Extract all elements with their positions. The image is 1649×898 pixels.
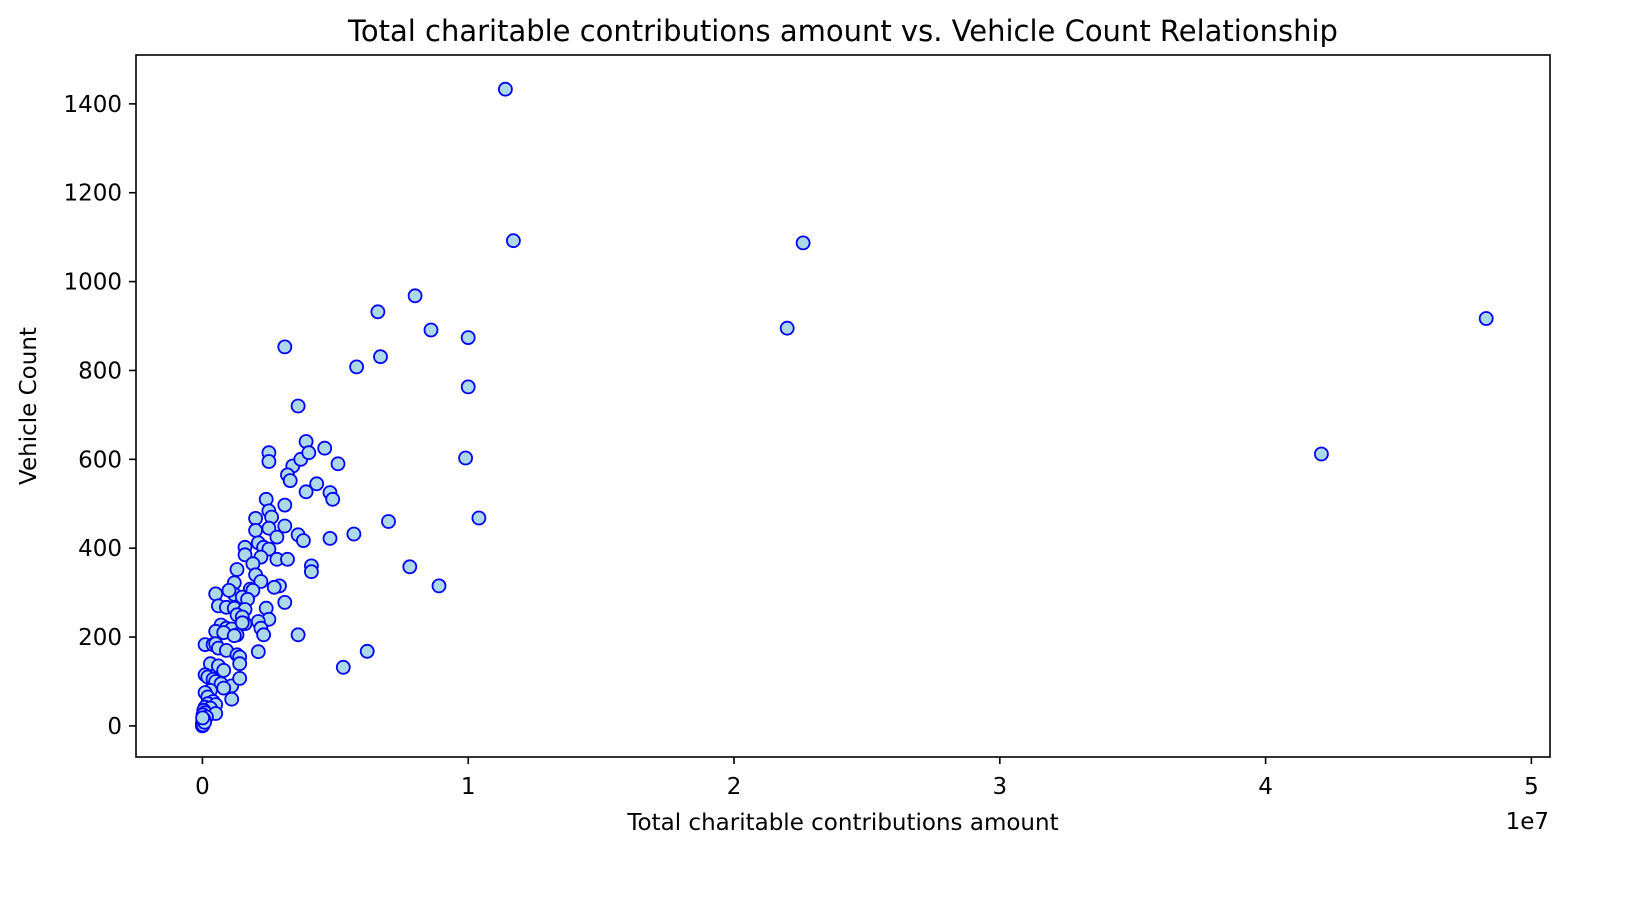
y-tick-label: 0: [107, 714, 122, 740]
data-point: [1314, 446, 1329, 462]
data-point: [277, 595, 293, 610]
data-point: [277, 339, 293, 355]
y-tick-label: 1000: [63, 270, 122, 296]
y-axis: 0 200 400 600 800 1000 1200 1400: [63, 92, 136, 740]
x-tick-label: 4: [1258, 774, 1273, 800]
data-point: [195, 710, 211, 726]
x-axis-label: Total charitable contributions amount: [626, 810, 1058, 836]
y-tick-label: 200: [78, 625, 122, 651]
data-point: [322, 531, 338, 546]
data-point: [298, 484, 314, 500]
data-point: [290, 627, 306, 643]
data-point: [248, 523, 264, 538]
data-point: [506, 233, 521, 249]
data-point: [431, 578, 447, 594]
data-point: [497, 81, 513, 97]
data-point: [335, 659, 351, 675]
data-point: [779, 320, 795, 336]
data-point: [471, 510, 487, 526]
data-point: [458, 450, 474, 466]
points-layer: [194, 81, 1494, 734]
data-point: [460, 330, 476, 346]
data-point: [309, 476, 325, 492]
data-point: [460, 379, 476, 395]
data-point: [234, 615, 250, 631]
y-axis-label: Vehicle Count: [16, 327, 42, 485]
x-tick-label: 2: [727, 774, 742, 800]
data-point: [370, 304, 386, 320]
data-point: [407, 288, 423, 304]
data-point: [295, 533, 311, 548]
data-point: [229, 562, 245, 577]
y-tick-label: 600: [78, 447, 122, 473]
x-tick-label: 5: [1524, 774, 1539, 800]
data-point: [232, 671, 248, 686]
data-point: [381, 514, 396, 529]
data-point: [402, 559, 418, 575]
data-point: [346, 526, 362, 542]
data-point: [373, 349, 388, 365]
data-point: [282, 473, 298, 489]
data-point: [208, 586, 224, 602]
data-point: [277, 497, 293, 513]
data-point: [221, 583, 237, 598]
data-point: [216, 680, 232, 696]
plot-frame: [135, 54, 1551, 758]
x-tick-label: 1: [461, 774, 476, 800]
x-axis-offset-label: 1e7: [1506, 809, 1549, 835]
data-point: [330, 456, 346, 472]
data-point: [269, 529, 285, 545]
chart-title: Total charitable contributions amount vs…: [347, 14, 1338, 48]
data-point: [1478, 311, 1494, 326]
y-tick-label: 800: [78, 358, 122, 384]
data-point: [290, 398, 306, 414]
data-point: [261, 454, 277, 469]
data-point: [250, 644, 266, 660]
data-point: [795, 235, 811, 251]
data-point: [325, 491, 341, 507]
data-point: [359, 643, 375, 659]
data-point: [266, 579, 282, 595]
data-point: [226, 628, 242, 644]
y-tick-label: 1400: [63, 92, 122, 118]
data-point: [349, 359, 365, 375]
data-point: [232, 656, 248, 672]
data-point: [224, 691, 240, 707]
x-axis: 0 1 2 3 4 5: [195, 757, 1539, 800]
data-point: [280, 551, 295, 567]
x-tick-label: 0: [195, 774, 210, 800]
data-point: [277, 518, 293, 534]
y-tick-label: 400: [78, 536, 122, 562]
x-tick-label: 3: [992, 774, 1007, 800]
data-point: [317, 440, 333, 456]
data-point: [256, 627, 272, 643]
data-point: [303, 564, 319, 580]
data-point: [423, 322, 439, 338]
y-tick-label: 1200: [63, 181, 122, 207]
data-point: [301, 445, 317, 461]
data-point: [248, 511, 264, 526]
